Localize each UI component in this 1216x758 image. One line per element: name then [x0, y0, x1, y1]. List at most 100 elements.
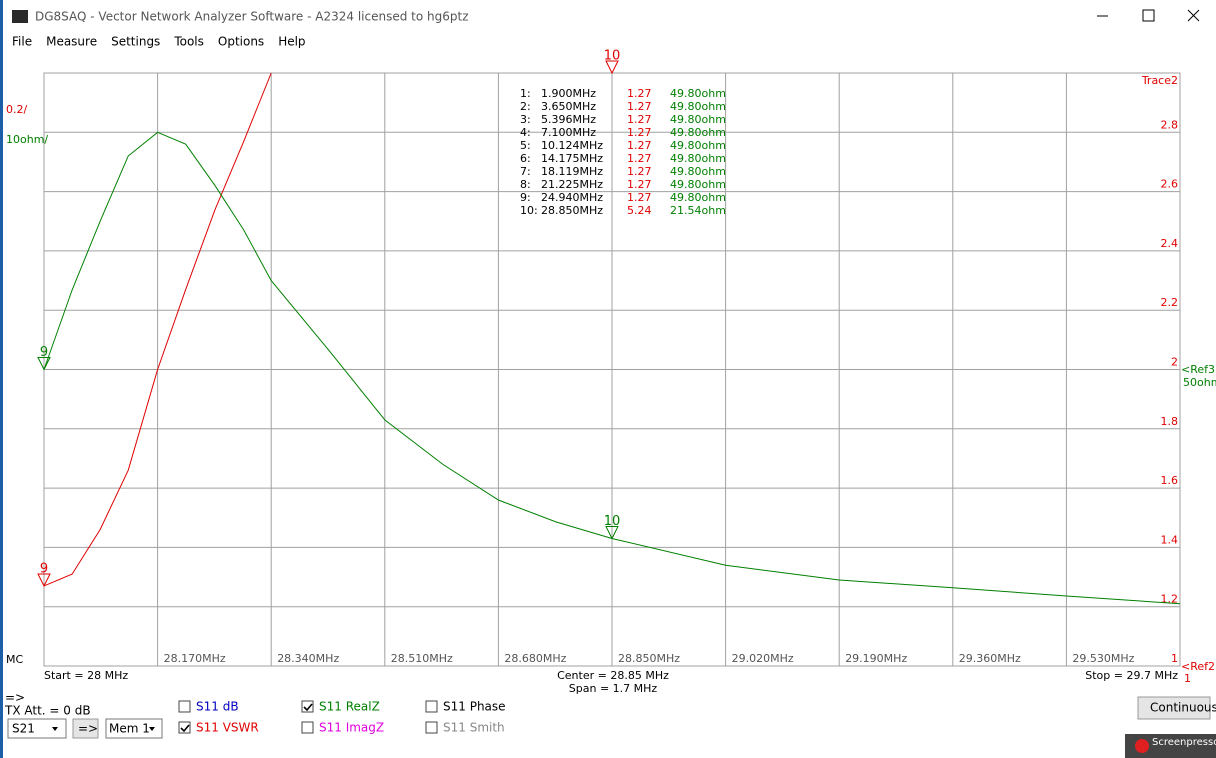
marker-realz: 49.80ohm — [670, 126, 726, 139]
checkbox[interactable] — [301, 721, 314, 734]
x-tick-label: 29.190MHz — [845, 652, 907, 665]
marker-number: 7: — [520, 165, 531, 178]
dropdown-arrow — [149, 727, 155, 731]
y-tick-label: 2.2 — [1161, 296, 1179, 309]
trace — [43, 131, 1181, 605]
marker-vswr: 5.24 — [627, 204, 652, 217]
marker-number: 2: — [520, 100, 531, 113]
menu-item[interactable]: Measure — [46, 35, 97, 49]
marker-freq: 10.124MHz — [541, 139, 603, 152]
marker-number: 4: — [520, 126, 531, 139]
marker-vswr: 1.27 — [627, 100, 652, 113]
continuous-button[interactable] — [1137, 696, 1211, 720]
marker-freq: 24.940MHz — [541, 191, 603, 204]
marker-number: 10: — [520, 204, 538, 217]
checkbox-label: S11 Smith — [443, 721, 505, 735]
checkbox[interactable] — [301, 700, 314, 713]
marker-flag-label: 9 — [40, 345, 48, 360]
marker-vswr: 1.27 — [627, 126, 652, 139]
checkbox[interactable] — [425, 721, 438, 734]
y-tick-label: 1.6 — [1161, 474, 1179, 487]
x-tick-label: 29.530MHz — [1072, 652, 1134, 665]
mc-label: MC — [6, 653, 23, 666]
scale-label: 0.2/ — [6, 103, 27, 116]
marker-freq: 7.100MHz — [541, 126, 596, 139]
marker-vswr: 1.27 — [627, 191, 652, 204]
marker-number: 3: — [520, 113, 531, 126]
marker-realz: 49.80ohm — [670, 113, 726, 126]
ref-label: <Ref2 — [1181, 660, 1215, 673]
marker-vswr: 1.27 — [627, 165, 652, 178]
marker-realz: 49.80ohm — [670, 191, 726, 204]
menu-item[interactable]: Tools — [173, 35, 204, 49]
marker-freq: 3.650MHz — [541, 100, 596, 113]
marker-freq: 5.396MHz — [541, 113, 596, 126]
dropdown-arrow — [52, 727, 58, 731]
y-tick-label: 2.8 — [1161, 118, 1179, 131]
center-label: Center = 28.85 MHz — [557, 669, 669, 682]
x-tick-label: 28.510MHz — [391, 652, 453, 665]
copy-button[interactable] — [72, 718, 99, 739]
marker-vswr: 1.27 — [627, 113, 652, 126]
marker-realz: 49.80ohm — [670, 152, 726, 165]
marker-number: 6: — [520, 152, 531, 165]
maximize-button[interactable] — [1142, 9, 1155, 22]
window-border — [0, 0, 3, 758]
marker-realz: 49.80ohm — [670, 178, 726, 191]
marker-realz: 49.80ohm — [670, 87, 726, 100]
x-tick-label: 29.020MHz — [732, 652, 794, 665]
menu-item[interactable]: Help — [278, 35, 305, 49]
arrow-label: => — [5, 691, 25, 705]
marker-number: 8: — [520, 178, 531, 191]
menu-item[interactable]: Options — [218, 35, 264, 49]
marker-number: 9: — [520, 191, 531, 204]
ref-label: <Ref3 — [1181, 363, 1215, 376]
y-tick-label: 1.4 — [1161, 533, 1179, 546]
menu-item[interactable]: File — [12, 35, 32, 49]
y-tick-label: 1 — [1171, 652, 1178, 665]
span-label: Span = 1.7 MHz — [569, 682, 658, 695]
x-tick-label: 29.360MHz — [959, 652, 1021, 665]
checkbox[interactable] — [178, 700, 191, 713]
marker-flag — [605, 60, 619, 75]
ref-label: 50ohm — [1183, 376, 1216, 389]
ref-label: 1 — [1184, 672, 1191, 685]
close-button[interactable] — [1187, 9, 1200, 22]
x-tick-label: 28.850MHz — [618, 652, 680, 665]
marker-number: 1: — [520, 87, 531, 100]
x-tick-label: 28.340MHz — [277, 652, 339, 665]
port-select[interactable] — [7, 718, 67, 739]
mem-select[interactable] — [105, 718, 163, 739]
marker-realz: 49.80ohm — [670, 165, 726, 178]
copy-button-label: => — [78, 722, 98, 736]
y-tick-label: 2.6 — [1161, 178, 1179, 191]
port-value: S21 — [12, 722, 35, 736]
x-tick-label: 28.170MHz — [164, 652, 226, 665]
checkbox-label: S11 RealZ — [319, 700, 380, 714]
marker-number: 5: — [520, 139, 531, 152]
checkbox-label: S11 Phase — [443, 700, 506, 714]
marker-freq: 28.850MHz — [541, 204, 603, 217]
controls: => TX Att. = 0 dB S21 => Mem 1 Continuou… — [4, 691, 1216, 758]
y-tick-label: 2.4 — [1161, 237, 1179, 250]
plot: 11.21.41.61.822.22.42.62.828.170MHz 28.34… — [6, 49, 1216, 696]
marker-vswr: 1.27 — [627, 139, 652, 152]
marker-flag-label: 10 — [604, 49, 621, 64]
y-tick-label: 1.8 — [1161, 415, 1179, 428]
trace-label: Trace2 — [1141, 74, 1178, 87]
marker-freq: 14.175MHz — [541, 152, 603, 165]
marker-vswr: 1.27 — [627, 152, 652, 165]
continuous-label: Continuous — [1150, 701, 1216, 715]
checkbox[interactable] — [425, 700, 438, 713]
watermark-logo — [1135, 739, 1149, 753]
checkbox[interactable] — [178, 721, 191, 734]
menu-item[interactable]: Settings — [111, 35, 160, 49]
y-tick-label: 2 — [1171, 356, 1178, 369]
marker-flag — [37, 573, 51, 588]
watermark: Screenpresso — [1152, 737, 1216, 748]
marker-vswr: 1.27 — [627, 178, 652, 191]
marker-realz: 49.80ohm — [670, 100, 726, 113]
mem-value: Mem 1 — [109, 722, 150, 736]
